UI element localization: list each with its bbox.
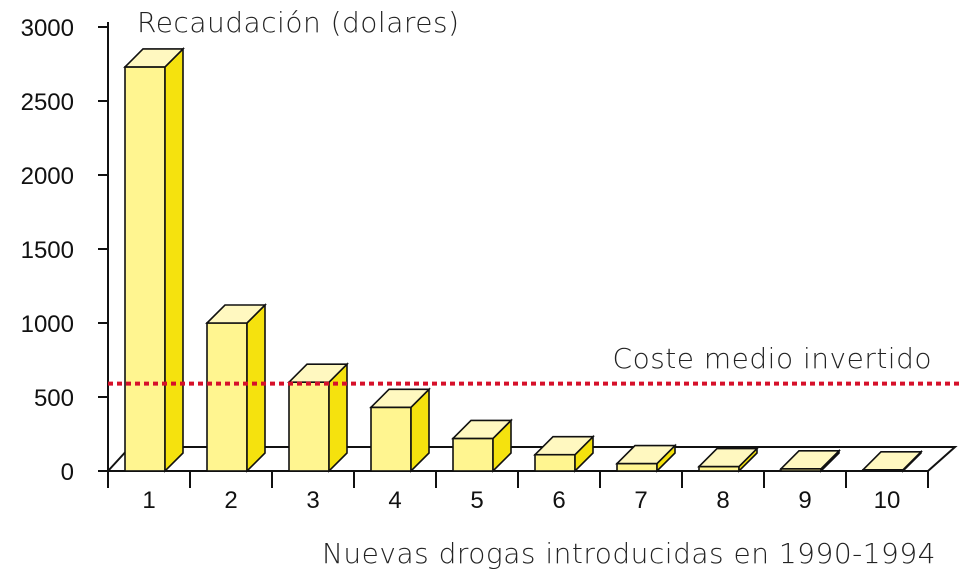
x-category-label: 8	[716, 487, 729, 514]
x-ticks: 1 2 3 4 5 6 7 8 9 10	[107, 471, 929, 514]
bar-front	[616, 462, 658, 472]
bar-top	[615, 444, 677, 465]
bar	[779, 448, 841, 473]
x-category-label: 9	[798, 487, 811, 514]
bar	[861, 449, 923, 473]
bar	[123, 47, 185, 473]
bar	[369, 387, 431, 473]
x-category-label: 1	[142, 487, 155, 514]
x-category-label: 4	[388, 487, 401, 514]
x-category-label: 7	[634, 487, 647, 514]
bar-top	[451, 419, 513, 440]
bar-front	[370, 406, 412, 472]
bar-front	[534, 453, 576, 472]
bar-front	[206, 322, 248, 472]
y-tick-label: 1500	[21, 237, 74, 264]
x-category-label: 6	[552, 487, 565, 514]
x-category-label: 2	[224, 487, 237, 514]
y-ticks: 3000 2500 2000 1500 1000 500 0	[21, 15, 108, 486]
bars-group	[123, 47, 923, 473]
bar	[287, 362, 349, 473]
x-category-label: 5	[470, 487, 483, 514]
bar	[697, 446, 759, 473]
bar-top	[697, 447, 759, 468]
y-tick-label: 2500	[21, 89, 74, 116]
bar-front	[124, 66, 166, 472]
bar-front	[452, 437, 494, 472]
bar-top	[533, 435, 595, 456]
bar-side	[246, 303, 266, 473]
bar-front	[288, 381, 330, 472]
bar-top	[123, 48, 185, 68]
bar	[205, 303, 267, 473]
y-axis-title: Recaudación (dolares)	[137, 6, 460, 39]
bar	[451, 418, 513, 473]
reference-line-label: Coste medio invertido	[613, 342, 932, 375]
bar	[533, 434, 595, 473]
x-category-label: 10	[874, 487, 901, 514]
bar-top	[369, 388, 431, 409]
y-tick-label: 0	[61, 459, 74, 486]
bar	[615, 443, 677, 473]
bar-top	[205, 304, 267, 324]
bar-side	[164, 47, 184, 473]
y-tick-label: 500	[34, 385, 74, 412]
x-category-label: 3	[306, 487, 319, 514]
y-tick-label: 1000	[21, 311, 74, 338]
y-tick-label: 2000	[21, 163, 74, 190]
bar-top	[779, 449, 841, 470]
y-tick-label: 3000	[21, 15, 74, 42]
x-axis-title: Nuevas drogas introducidas en 1990-1994	[322, 537, 936, 570]
bar-top	[861, 451, 923, 471]
